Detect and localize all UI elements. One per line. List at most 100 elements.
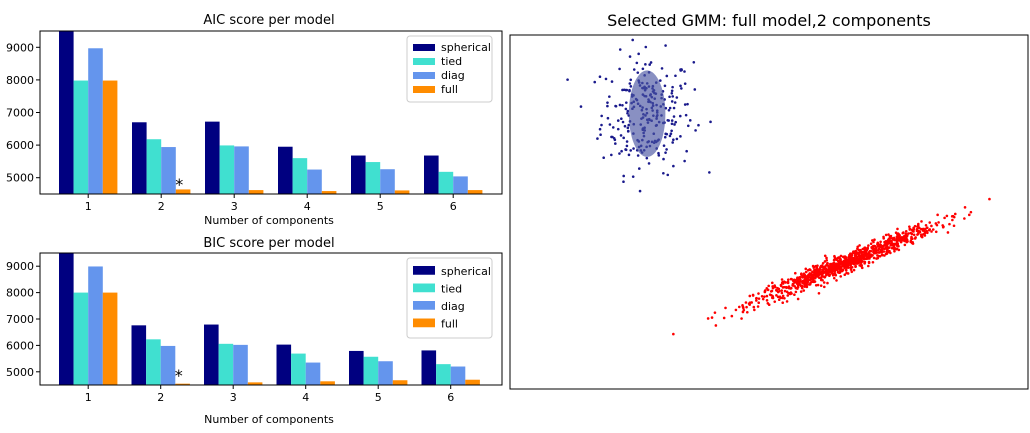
gmm-point-cluster-2 — [910, 241, 914, 245]
gmm-point-cluster-2 — [841, 262, 845, 266]
gmm-point-cluster-1 — [612, 136, 616, 140]
gmm-point-cluster-2 — [805, 285, 809, 289]
gmm-point-cluster-2 — [820, 274, 824, 277]
gmm-point-cluster-2 — [917, 222, 920, 226]
gmm-point-cluster-2 — [860, 253, 864, 256]
gmm-point-cluster-1 — [606, 101, 609, 104]
gmm-point-cluster-2 — [905, 234, 909, 237]
gmm-point-cluster-2 — [796, 297, 800, 301]
gmm-point-cluster-2 — [794, 280, 798, 284]
gmm-point-cluster-2 — [969, 210, 973, 214]
aic-bar-full-6 — [467, 190, 483, 194]
bic-x-tick-label-2: 2 — [157, 391, 164, 404]
gmm-point-cluster-2 — [801, 276, 805, 279]
gmm-point-cluster-2 — [903, 237, 907, 241]
gmm-point-cluster-2 — [910, 237, 913, 241]
gmm-point-cluster-2 — [819, 276, 823, 280]
gmm-point-cluster-2 — [925, 229, 929, 233]
gmm-point-cluster-2 — [755, 296, 758, 300]
gmm-point-cluster-2 — [874, 249, 878, 253]
aic-legend-swatch-spherical — [413, 44, 435, 51]
gmm-point-cluster-1 — [672, 106, 676, 110]
gmm-point-cluster-1 — [626, 111, 629, 115]
gmm-point-cluster-2 — [770, 289, 774, 293]
gmm-point-cluster-2 — [843, 255, 847, 258]
aic-chart: AIC score per model 1 2 3 4 5 6 5000 6000 7000 80… — [6, 13, 503, 227]
gmm-point-cluster-2 — [810, 273, 813, 276]
gmm-point-cluster-2 — [839, 275, 843, 278]
gmm-point-cluster-1 — [674, 74, 677, 78]
bic-y-tick-label-5000: 5000 — [6, 366, 34, 379]
bic-x-tick-label-4: 4 — [302, 391, 309, 404]
gmm-point-cluster-1 — [624, 107, 628, 111]
aic-bar-full-1 — [102, 80, 118, 194]
gmm-point-cluster-2 — [789, 286, 793, 290]
gmm-point-cluster-2 — [832, 259, 836, 262]
gmm-point-cluster-2 — [813, 273, 817, 276]
aic-x-tick-label-5: 5 — [377, 200, 384, 213]
aic-bar-spherical-5 — [351, 155, 366, 194]
gmm-point-cluster-2 — [817, 272, 821, 276]
aic-bar-tied-5 — [365, 162, 381, 194]
gmm-point-cluster-2 — [924, 224, 928, 227]
gmm-point-cluster-2 — [893, 249, 896, 253]
gmm-point-cluster-1 — [610, 153, 613, 157]
gmm-point-cluster-2 — [916, 225, 919, 228]
gmm-point-cluster-2 — [807, 275, 811, 279]
gmm-point-cluster-1 — [620, 149, 623, 153]
aic-bar-diag-2 — [161, 147, 176, 194]
gmm-point-cluster-2 — [904, 232, 908, 236]
gmm-point-cluster-2 — [920, 235, 923, 238]
gmm-point-cluster-2 — [924, 227, 927, 231]
gmm-point-cluster-2 — [848, 255, 852, 259]
gmm-point-cluster-1 — [625, 101, 628, 104]
gmm-point-cluster-1 — [622, 180, 625, 184]
gmm-point-cluster-2 — [886, 248, 889, 251]
bic-x-tick-label-5: 5 — [375, 391, 382, 404]
gmm-point-cluster-2 — [889, 234, 893, 238]
gmm-point-cluster-2 — [849, 266, 853, 269]
gmm-point-cluster-2 — [780, 289, 783, 292]
gmm-point-cluster-2 — [835, 279, 838, 282]
gmm-point-cluster-1 — [629, 85, 633, 88]
gmm-point-cluster-1 — [657, 154, 661, 157]
gmm-point-cluster-2 — [826, 269, 830, 272]
gmm-point-cluster-2 — [812, 276, 815, 280]
gmm-point-cluster-2 — [869, 249, 873, 253]
gmm-point-cluster-2 — [865, 249, 869, 252]
gmm-point-cluster-2 — [866, 257, 870, 260]
bic-bar-diag-6 — [450, 366, 466, 385]
gmm-point-cluster-2 — [770, 281, 774, 285]
gmm-point-cluster-2 — [755, 299, 758, 302]
gmm-point-cluster-2 — [710, 316, 714, 319]
gmm-point-cluster-2 — [722, 316, 726, 320]
gmm-point-cluster-2 — [745, 310, 749, 314]
gmm-point-cluster-2 — [934, 230, 938, 234]
bic-y-tick-label-7000: 7000 — [6, 313, 34, 326]
gmm-point-cluster-1 — [662, 144, 666, 147]
gmm-point-cluster-1 — [649, 61, 653, 64]
gmm-point-cluster-2 — [786, 278, 790, 281]
bic-bar-tied-6 — [436, 364, 451, 385]
gmm-point-cluster-2 — [912, 233, 916, 237]
gmm-point-cluster-2 — [780, 291, 784, 295]
gmm-point-cluster-2 — [896, 233, 899, 236]
gmm-point-cluster-2 — [830, 266, 834, 270]
aic-legend-box — [406, 35, 493, 103]
gmm-point-cluster-2 — [820, 265, 824, 269]
gmm-point-cluster-1 — [579, 105, 583, 108]
aic-best-model-marker: * — [175, 175, 183, 194]
gmm-point-cluster-1 — [627, 129, 630, 133]
gmm-point-cluster-2 — [878, 254, 882, 258]
gmm-point-cluster-1 — [631, 175, 635, 178]
gmm-point-cluster-2 — [869, 242, 873, 246]
gmm-point-cluster-2 — [862, 257, 865, 260]
gmm-point-cluster-2 — [805, 281, 809, 284]
gmm-point-cluster-1 — [670, 89, 674, 93]
bic-bar-full-6 — [465, 379, 480, 385]
gmm-point-cluster-1 — [628, 82, 632, 85]
gmm-point-cluster-2 — [908, 225, 911, 228]
gmm-point-cluster-1 — [606, 116, 610, 120]
gmm-point-cluster-2 — [811, 270, 814, 274]
aic-bar-diag-1 — [88, 48, 103, 194]
